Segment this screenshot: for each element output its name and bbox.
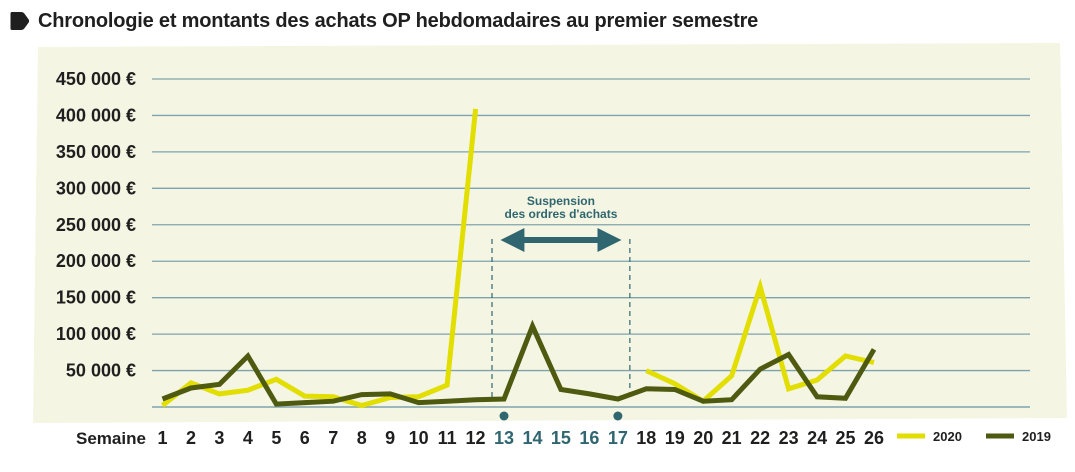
legend-label-2019: 2019: [1022, 429, 1051, 444]
series-line-2020: [160, 108, 875, 409]
x-tick-label: 22: [750, 428, 770, 448]
x-tick-label: 15: [551, 428, 571, 448]
y-tick-label: 300 000 €: [56, 178, 136, 198]
chart-title: Chronologie et montants des achats OP he…: [38, 9, 759, 32]
x-tick-label: 24: [807, 428, 827, 448]
series-line-2019: [161, 319, 877, 407]
chart-header: Chronologie et montants des achats OP he…: [10, 7, 758, 35]
x-tick-label: 23: [779, 428, 799, 448]
y-tick-label: 150 000 €: [56, 288, 136, 308]
y-tick-label: 200 000 €: [56, 251, 136, 271]
x-tick-label: 11: [438, 428, 457, 448]
legend: 2020 2019: [897, 429, 1051, 444]
x-axis-label: Semaine: [76, 429, 146, 448]
y-tick-label: 450 000 €: [56, 69, 136, 89]
x-tick-label: 5: [271, 428, 281, 448]
x-tick-label: 1: [157, 428, 167, 448]
x-tick-label: 8: [357, 428, 367, 448]
x-tick-label: 26: [864, 428, 884, 448]
x-tick-label: 2: [186, 428, 196, 448]
x-tick-label: 12: [466, 428, 486, 448]
x-tick-label: 20: [693, 428, 713, 448]
data-series: [160, 108, 877, 409]
x-tick-label: 25: [836, 428, 856, 448]
x-tick-label: 14: [522, 428, 542, 448]
y-tick-label: 400 000 €: [56, 105, 136, 125]
x-tick-label: 21: [722, 428, 742, 448]
grid-lines: [152, 78, 1030, 408]
pentagon-arrow-icon: [10, 12, 30, 30]
x-tick-label: 19: [665, 428, 685, 448]
legend-label-2020: 2020: [933, 429, 962, 444]
x-axis-ticks: 1 2 3 4 5 6 7 8 9 10 11 12 13 14 15 16 17 18 19 20 21 22 23 24 2…: [157, 428, 884, 448]
annotation-dot: [613, 411, 623, 421]
x-tick-label: 13: [494, 428, 514, 448]
x-tick-label: 16: [579, 428, 599, 448]
x-tick-label: 3: [214, 428, 224, 448]
y-tick-label: 250 000 €: [56, 215, 136, 235]
annotation-text: Suspension: [527, 194, 595, 208]
annotation-text: des ordres d'achats: [504, 207, 617, 221]
y-tick-label: 100 000 €: [56, 324, 136, 344]
x-tick-label: 7: [328, 428, 338, 448]
x-tick-label: 18: [636, 428, 656, 448]
x-tick-label: 4: [243, 428, 253, 448]
annotation-dot: [499, 411, 509, 421]
y-tick-label: 50 000 €: [66, 361, 136, 381]
y-axis-ticks: 50 000 € 100 000 € 150 000 € 200 000 € 250 0…: [56, 69, 136, 381]
x-tick-label: 9: [385, 428, 395, 448]
y-tick-label: 350 000 €: [56, 142, 136, 162]
x-tick-label: 10: [409, 428, 429, 448]
x-tick-label: 6: [300, 428, 310, 448]
x-tick-label: 17: [608, 428, 628, 448]
